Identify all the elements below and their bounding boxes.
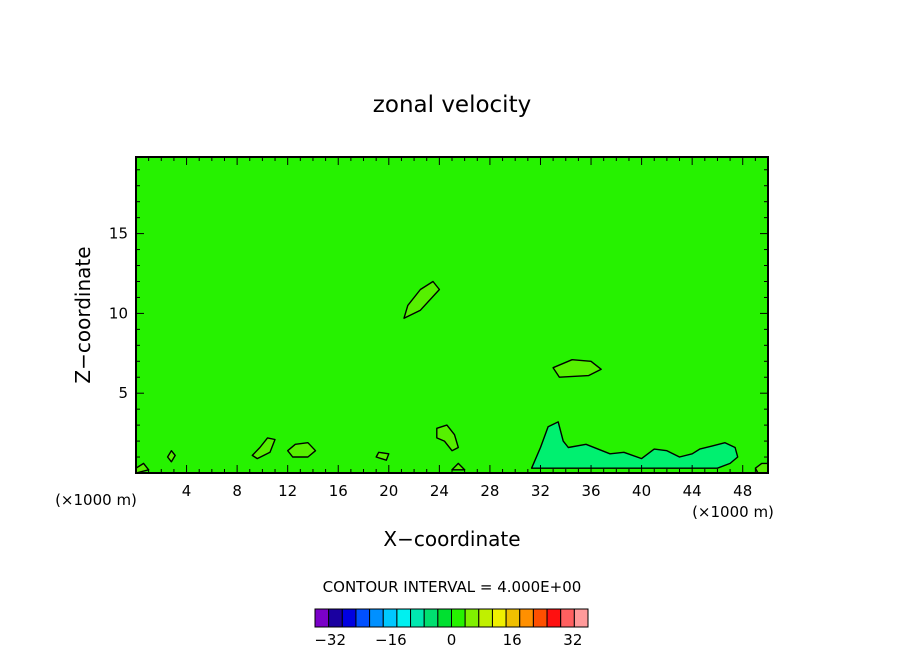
colorbar-swatch [560,608,575,628]
x-tick-label: 24 [430,482,449,500]
y-axis: 5 10 15 [109,169,768,458]
colorbar-swatch [423,608,439,628]
x-tick-label: 20 [379,482,398,500]
colorbar-tick-label: −32 [314,631,346,649]
colorbar-swatch [355,608,371,628]
colorbar-ticks: −32 −16 0 16 32 [314,631,582,649]
x-tick-label: 28 [480,482,499,500]
colorbar-tick-label: 16 [503,631,522,649]
colorbar-swatch [396,608,412,628]
colorbar-swatch [341,608,357,628]
contour-region-positive [451,462,466,471]
colorbar-swatch [451,608,466,628]
x-units-right: (×1000 m) [692,503,774,521]
contour-regions [135,280,769,474]
contour-region-positive [166,450,176,463]
x-tick-label: 8 [232,482,242,500]
x-tick-label: 40 [632,482,651,500]
contour-region-positive [552,359,602,378]
colorbar-tick-label: 0 [447,631,457,649]
colorbar-swatch [546,608,562,628]
x-tick-label: 36 [581,482,600,500]
contour-region-negative [530,421,739,469]
colorbar-swatch [519,608,534,628]
colorbar-swatch [410,608,425,628]
colorbar-swatch [437,608,453,628]
colorbar [314,608,589,628]
y-tick-label: 5 [118,384,128,402]
colorbar-swatch [478,608,493,628]
contour-region-positive [375,451,390,461]
colorbar-tick-label: −16 [375,631,407,649]
colorbar-swatch [573,608,589,628]
x-tick-label: 32 [531,482,550,500]
colorbar-swatch [382,608,398,628]
colorbar-swatch [505,608,521,628]
contour-region-positive [287,442,317,458]
colorbar-swatch [532,608,548,628]
chart-title: zonal velocity [373,92,531,118]
plot-background [136,157,768,473]
x-tick-label: 44 [683,482,702,500]
x-tick-label: 4 [182,482,192,500]
contour-region-positive [251,437,276,460]
x-tick-label: 16 [329,482,348,500]
colorbar-swatch [491,608,507,628]
colorbar-swatch [314,608,330,628]
x-units-left: (×1000 m) [55,491,137,509]
y-tick-label: 10 [109,304,128,322]
contour-region-positive [436,424,459,452]
x-tick-label: 12 [278,482,297,500]
x-axis: 4 8 12 16 20 24 28 32 36 40 44 48 [148,157,756,500]
y-tick-label: 15 [109,225,128,243]
colorbar-swatch [328,608,343,628]
x-tick-label: 48 [733,482,752,500]
contour-interval-label: CONTOUR INTERVAL = 4.000E+00 [323,578,582,596]
colorbar-swatch [464,608,480,628]
colorbar-swatch [369,608,384,628]
colorbar-tick-label: 32 [563,631,582,649]
contour-region-positive [403,280,441,319]
x-axis-label: X−coordinate [383,527,520,551]
y-axis-label: Z−coordinate [71,246,95,383]
